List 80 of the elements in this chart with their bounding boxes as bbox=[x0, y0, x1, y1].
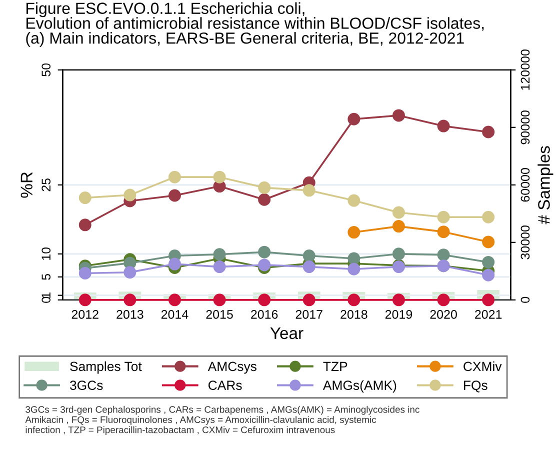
point bbox=[482, 210, 495, 224]
y2-tick-label: 0 bbox=[520, 296, 530, 303]
x-axis-title: Year bbox=[270, 327, 304, 340]
point bbox=[482, 294, 495, 306]
point bbox=[302, 184, 316, 197]
point bbox=[348, 294, 360, 306]
point bbox=[258, 181, 271, 194]
text: 3GCs = 3rd-gen Cephalosporins , CARs = Carbapenems , AMGs(AMK) = Aminoglycosides inc Amikacin , FQs = Fluoroquinolones , AMCsys = Amoxicillin-clavulanic acid, systemic infection , TZP = Piperacillin-tazobactam , CXMiv = Cefuroxim intravenous bbox=[25, 406, 420, 436]
point bbox=[213, 248, 226, 261]
point bbox=[78, 294, 92, 306]
point bbox=[482, 126, 495, 138]
legend-label: CXMiv bbox=[464, 361, 502, 372]
point bbox=[78, 192, 92, 204]
x-tick-label: 2018 bbox=[340, 310, 368, 319]
x-tick-label: 2015 bbox=[206, 310, 233, 319]
y-tick-label: 5 bbox=[42, 274, 51, 280]
y-tick-label: 0 bbox=[42, 296, 51, 303]
point bbox=[482, 256, 495, 268]
y2-tick-label: 120000 bbox=[520, 50, 530, 90]
point bbox=[348, 226, 360, 239]
point bbox=[348, 262, 360, 276]
x-tick-label: 2017 bbox=[296, 310, 322, 319]
y-tick-label: 1 bbox=[42, 292, 50, 298]
point bbox=[258, 193, 271, 206]
point bbox=[392, 206, 405, 219]
point bbox=[392, 248, 405, 260]
x-tick-label: 2014 bbox=[161, 310, 188, 319]
point bbox=[213, 294, 226, 306]
point bbox=[437, 120, 450, 132]
point bbox=[168, 294, 181, 306]
point bbox=[124, 266, 136, 279]
y-tick-label: 10 bbox=[42, 247, 51, 260]
point bbox=[437, 210, 450, 224]
point bbox=[437, 248, 450, 262]
point bbox=[392, 294, 405, 306]
point bbox=[213, 260, 226, 274]
y-tick-label: 25 bbox=[42, 178, 51, 192]
point bbox=[168, 189, 181, 202]
x-tick-label: 2013 bbox=[116, 310, 144, 319]
y2-tick-label: 60000 bbox=[520, 168, 530, 202]
point bbox=[348, 194, 360, 207]
point bbox=[258, 258, 271, 272]
point bbox=[348, 252, 360, 265]
legend-label: FQs bbox=[464, 380, 488, 392]
point bbox=[392, 220, 405, 233]
y-tick-label: 50 bbox=[42, 63, 51, 76]
legend-label: TZP bbox=[323, 362, 348, 371]
x-tick-label: 2020 bbox=[430, 310, 457, 319]
point bbox=[168, 170, 181, 184]
point bbox=[258, 294, 271, 306]
y-axis-title: %R bbox=[20, 172, 32, 198]
point bbox=[302, 250, 316, 262]
y2-axis-title: # Samples bbox=[538, 146, 554, 224]
point bbox=[78, 218, 92, 232]
point bbox=[348, 112, 360, 126]
x-tick-label: 2019 bbox=[385, 310, 412, 319]
point bbox=[258, 246, 271, 258]
legend-label: Samples Tot bbox=[70, 361, 142, 374]
legend-label: AMGs(AMK) bbox=[322, 380, 396, 393]
x-tick-label: 2012 bbox=[72, 310, 98, 319]
legend-label: CARs bbox=[208, 380, 242, 390]
chart-title: Figure ESC.EVO.0.1.1 Escherichia coli, Evolution of antimicrobial resistance within BLOOD/CSF isolates, (a) Main indicators, EARS-BE General criteria, BE, 2012-2021 bbox=[26, 2, 484, 47]
x-tick-label: 2016 bbox=[251, 310, 278, 319]
point bbox=[482, 268, 495, 282]
legend-label: AMCsys bbox=[208, 362, 256, 374]
point bbox=[482, 236, 495, 248]
point bbox=[78, 266, 92, 280]
point bbox=[213, 170, 226, 184]
y2-tick-label: 30000 bbox=[520, 226, 530, 260]
point bbox=[168, 258, 181, 270]
point bbox=[437, 226, 450, 238]
x-tick-label: 2021 bbox=[475, 310, 502, 319]
point bbox=[124, 188, 136, 202]
point bbox=[302, 260, 316, 274]
legend-label: 3GCs bbox=[70, 380, 103, 390]
point bbox=[392, 109, 405, 122]
point bbox=[124, 294, 136, 306]
y2-tick-label: 90000 bbox=[520, 110, 530, 144]
point bbox=[437, 294, 450, 306]
point bbox=[302, 294, 316, 306]
